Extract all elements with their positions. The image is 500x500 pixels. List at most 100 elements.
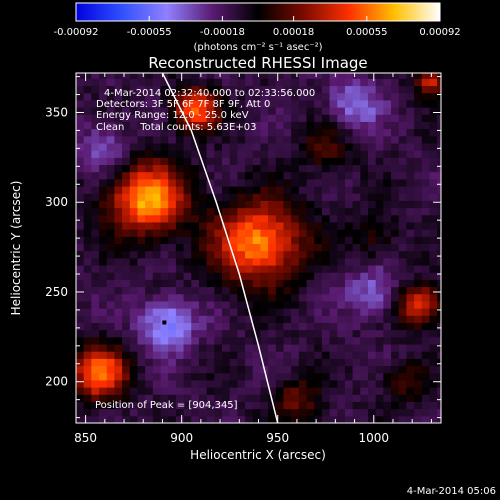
heatmap-cell [260, 344, 269, 352]
heatmap-cell [206, 379, 215, 388]
heatmap-cell [183, 99, 192, 108]
heatmap-cell [429, 308, 438, 316]
heatmap-cell [337, 114, 346, 122]
heatmap-cell [291, 415, 300, 423]
heatmap-cell [360, 229, 369, 237]
heatmap-cell [260, 200, 269, 209]
heatmap-cell [160, 286, 169, 295]
heatmap-cell [145, 73, 154, 79]
heatmap-cell [383, 358, 392, 367]
heatmap-cell [222, 186, 231, 194]
heatmap-cell [252, 186, 261, 194]
heatmap-cell [321, 279, 331, 288]
heatmap-cell [237, 365, 246, 374]
heatmap-cell [398, 358, 407, 367]
heatmap-cell [191, 293, 200, 302]
heatmap-cell [99, 308, 108, 316]
heatmap-cell [291, 336, 300, 345]
heatmap-cell [114, 114, 123, 122]
heatmap-cell [229, 279, 238, 288]
heatmap-cell [314, 257, 323, 266]
heatmap-cell [329, 128, 338, 137]
heatmap-cell [245, 250, 254, 259]
heatmap-cell [76, 351, 85, 359]
heatmap-cell [106, 329, 115, 338]
heatmap-cell [283, 401, 292, 410]
heatmap-cell [352, 372, 361, 381]
heatmap-cell [114, 243, 123, 252]
heatmap-cell [268, 322, 277, 331]
heatmap-cell [183, 85, 192, 94]
heatmap-cell [275, 114, 284, 122]
heatmap-cell [229, 415, 238, 423]
heatmap-cell [198, 135, 208, 144]
heatmap-cell [206, 408, 215, 417]
heatmap-cell [198, 308, 208, 316]
heatmap-cell [298, 279, 308, 288]
heatmap-cell [222, 92, 231, 101]
heatmap-cell [437, 315, 441, 323]
heatmap-cell [206, 308, 215, 316]
heatmap-cell [222, 286, 231, 295]
heatmap-cell [137, 379, 146, 388]
heatmap-cell [237, 243, 246, 252]
heatmap-cell [306, 322, 315, 331]
heatmap-cell [398, 401, 407, 410]
heatmap-cell [383, 250, 392, 259]
heatmap-cell [321, 401, 331, 410]
heatmap-cell [268, 99, 277, 108]
heatmap-cell [83, 107, 92, 115]
heatmap-cell [391, 308, 400, 316]
heatmap-cell [291, 107, 300, 115]
heatmap-cell [291, 128, 300, 137]
heatmap-cell [429, 157, 438, 166]
heatmap-cell [83, 207, 92, 216]
heatmap-cell [83, 243, 92, 252]
heatmap-cell [229, 336, 238, 345]
heatmap-cell [91, 107, 100, 115]
heatmap-cell [406, 358, 415, 367]
heatmap-cell [344, 150, 354, 158]
heatmap-cell [437, 265, 441, 273]
heatmap-cell [83, 214, 92, 223]
heatmap-cell [160, 272, 169, 280]
heatmap-cell [137, 121, 146, 130]
heatmap-cell [329, 365, 338, 374]
heatmap-cell [245, 286, 254, 295]
heatmap-cell [106, 365, 115, 374]
heatmap-cell [398, 257, 407, 266]
heatmap-cell [129, 300, 138, 309]
heatmap-cell [321, 221, 331, 230]
minimum-marker [162, 320, 167, 325]
heatmap-cell [245, 135, 254, 144]
heatmap-cell [383, 272, 392, 280]
heatmap-cell [398, 114, 407, 122]
heatmap-cell [191, 250, 200, 259]
heatmap-cell [344, 186, 354, 194]
heatmap-cell [160, 408, 169, 417]
heatmap-cell [260, 401, 269, 410]
heatmap-cell [344, 128, 354, 137]
heatmap-cell [383, 114, 392, 122]
heatmap-cell [160, 164, 169, 173]
heatmap-cell [183, 207, 192, 216]
heatmap-cell [206, 78, 215, 87]
heatmap-cell [145, 107, 154, 115]
heatmap-cell [352, 214, 361, 223]
heatmap-cell [298, 135, 308, 144]
heatmap-cell [344, 329, 354, 338]
heatmap-cell [206, 336, 215, 345]
heatmap-cell [152, 143, 162, 151]
heatmap-cell [437, 85, 441, 94]
heatmap-cell [260, 387, 269, 395]
heatmap-cell [99, 135, 108, 144]
heatmap-cell [414, 379, 423, 388]
heatmap-cell [83, 236, 92, 245]
heatmap-cell [222, 207, 231, 216]
heatmap-cell [206, 401, 215, 410]
heatmap-cell [99, 257, 108, 266]
heatmap-cell [260, 415, 269, 423]
heatmap-cell [414, 243, 423, 252]
heatmap-cell [360, 372, 369, 381]
heatmap-cell [383, 300, 392, 309]
